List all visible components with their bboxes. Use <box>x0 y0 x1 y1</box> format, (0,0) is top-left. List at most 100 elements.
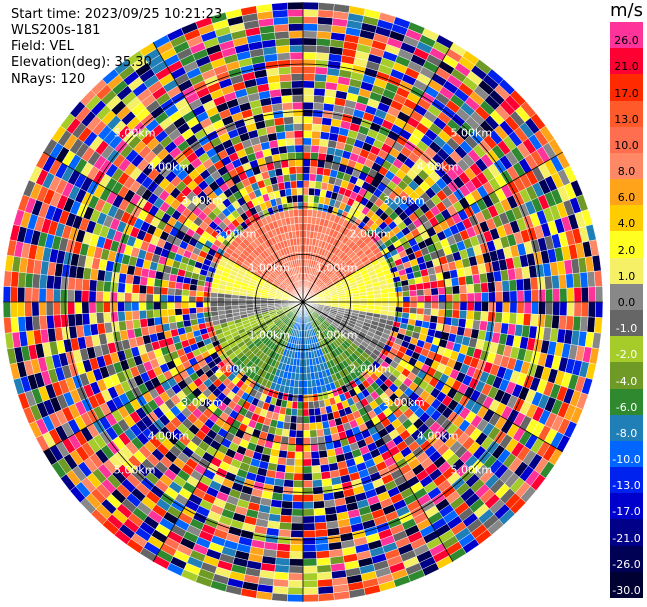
ppi-gate <box>152 293 161 303</box>
ppi-gate <box>45 288 54 303</box>
ppi-gate <box>273 23 290 33</box>
ppi-gate <box>381 297 389 303</box>
ppi-gate <box>452 293 461 303</box>
ppi-gate <box>302 444 312 453</box>
ppi-gate <box>310 457 321 467</box>
ppi-gate <box>515 278 525 292</box>
ppi-gate <box>31 273 41 289</box>
ppi-gate <box>281 428 290 438</box>
ppi-gate <box>306 372 312 381</box>
ppi-gate <box>438 301 447 310</box>
ppi-gate <box>402 290 411 298</box>
ppi-gate <box>167 294 175 303</box>
ppi-gate <box>290 537 304 546</box>
ppi-gate <box>217 301 225 307</box>
ppi-gate <box>302 515 315 524</box>
ppi-gate <box>423 288 432 296</box>
ppi-gate <box>319 456 329 466</box>
ppi-gate <box>502 301 511 314</box>
ppi-gate <box>316 435 326 445</box>
ppi-gate <box>145 309 155 319</box>
ppi-gate <box>402 296 411 303</box>
ppi-gate <box>290 180 298 189</box>
ppi-gate <box>294 451 304 460</box>
ppi-gate <box>579 316 589 333</box>
ppi-gate <box>315 550 331 559</box>
ppi-gate <box>302 480 313 488</box>
ppi-gate <box>495 301 504 313</box>
ppi-gate <box>298 380 304 388</box>
ppi-gate <box>302 87 315 96</box>
ppi-gate <box>110 311 119 323</box>
ppi-gate <box>529 277 539 291</box>
ppi-gate <box>312 393 319 402</box>
ppi-gate <box>287 202 294 211</box>
ppi-gate <box>308 415 316 424</box>
ppi-gate <box>188 307 197 315</box>
ppi-gate <box>314 521 328 531</box>
ppi-gate <box>302 501 315 510</box>
ppi-gate <box>292 394 299 403</box>
ppi-gate <box>566 301 575 317</box>
ppi-gate <box>275 37 290 47</box>
ppi-gate <box>182 313 191 322</box>
ppi-gate <box>67 289 76 303</box>
ppi-gate <box>487 281 496 293</box>
ppi-gate <box>74 301 83 315</box>
ppi-gate <box>271 2 288 12</box>
ppi-gate <box>102 291 111 303</box>
ppi-gate <box>544 314 553 329</box>
ppi-gate <box>473 292 482 303</box>
ppi-gate <box>395 306 404 313</box>
ppi-gate <box>409 301 418 309</box>
ppi-gate <box>296 415 304 424</box>
ppi-gate <box>302 594 319 603</box>
ppi-gate <box>423 295 432 303</box>
ppi-gate <box>278 66 292 76</box>
ppi-gate <box>559 287 568 303</box>
ppi-gate <box>437 308 446 318</box>
ppi-gate <box>302 494 314 503</box>
ppi-gate <box>472 319 481 331</box>
ppi-gate <box>464 318 474 330</box>
ppi-gate <box>302 208 309 217</box>
ppi-gate <box>281 166 290 176</box>
ppi-gate <box>299 365 304 374</box>
ppi-gate <box>317 16 334 26</box>
ppi-gate <box>495 291 504 303</box>
ppi-gate <box>17 301 26 318</box>
ppi-gate <box>283 181 292 190</box>
ppi-gate <box>537 276 546 290</box>
ppi-gate <box>523 301 532 315</box>
ppi-gate <box>308 180 316 189</box>
ppi-gate <box>321 117 333 126</box>
ppi-gate <box>74 277 84 291</box>
ppi-gate <box>317 578 334 588</box>
ppi-gate <box>3 317 13 334</box>
ppi-gate <box>124 301 133 312</box>
ppi-gate <box>282 486 294 495</box>
ppi-gate <box>31 315 41 331</box>
ppi-gate <box>272 16 289 26</box>
ppi-gate <box>316 30 332 40</box>
ppi-gate <box>287 152 296 161</box>
ppi-gate <box>81 301 90 314</box>
ppi-gate <box>288 209 295 218</box>
ppi-gate <box>17 316 27 333</box>
ppi-gate <box>231 298 240 303</box>
ppi-gate <box>124 310 133 321</box>
ppi-gate <box>160 279 170 289</box>
ppi-gate <box>523 289 532 303</box>
ppi-gate <box>277 536 291 545</box>
ppi-gate <box>595 301 604 318</box>
ppi-gate <box>381 301 389 307</box>
ppi-gate <box>312 109 324 118</box>
ppi-gate <box>302 458 312 467</box>
ppi-gate <box>153 309 162 318</box>
ppi-gate <box>276 543 291 552</box>
ppi-gate <box>275 131 287 141</box>
ppi-gate <box>10 286 19 303</box>
ppi-gate <box>316 428 325 438</box>
ppi-gate <box>302 351 307 360</box>
ppi-gate <box>293 472 304 481</box>
